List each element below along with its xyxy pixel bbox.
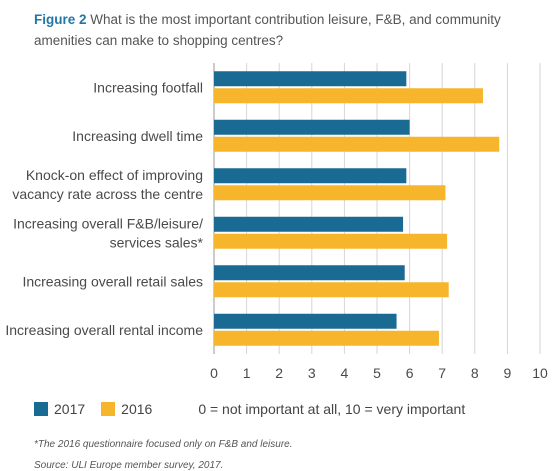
legend-label-2017: 2017 xyxy=(54,401,86,417)
gridlines xyxy=(213,63,541,354)
category-label: Increasing overall F&B/leisure/services … xyxy=(13,215,203,250)
bars xyxy=(214,71,500,346)
figure-label: Figure 2 xyxy=(34,12,87,27)
bar-2016-1 xyxy=(214,136,500,152)
title-text: What is the most important contribution … xyxy=(34,12,501,48)
x-tick-6: 6 xyxy=(406,365,414,381)
bar-2016-4 xyxy=(214,282,449,298)
x-tick-labels: 0 1 2 3 4 5 6 7 8 9 10 xyxy=(210,365,548,381)
bar-2017-5 xyxy=(214,313,397,329)
x-tick-2: 2 xyxy=(275,365,283,381)
bar-2017-0 xyxy=(214,71,407,87)
category-label: Knock-on effect of improving vacancy rate… xyxy=(12,167,203,202)
bar-2016-3 xyxy=(214,233,448,249)
x-tick-3: 3 xyxy=(308,365,316,381)
x-tick-7: 7 xyxy=(438,365,446,381)
legend-swatch-2017 xyxy=(34,402,48,416)
bar-2016-5 xyxy=(214,330,439,346)
legend-item-2016: 2016 xyxy=(101,401,152,417)
category-label: Increasing overall retail sales xyxy=(22,273,203,289)
scale-note: 0 = not important at all, 10 = very impo… xyxy=(198,401,466,417)
footnote: *The 2016 questionnaire focused only on … xyxy=(34,439,293,450)
bar-2017-4 xyxy=(214,265,405,281)
bar-2017-3 xyxy=(214,216,404,232)
x-tick-10: 10 xyxy=(532,365,548,381)
category-label: Increasing overall rental income xyxy=(5,322,203,338)
legend-swatch-2016 xyxy=(101,402,116,416)
legend-label-2016: 2016 xyxy=(121,401,153,417)
x-tick-5: 5 xyxy=(373,365,381,381)
legend-item-2017: 2017 xyxy=(34,401,85,417)
x-tick-9: 9 xyxy=(504,365,512,381)
x-tick-8: 8 xyxy=(471,365,479,381)
category-label: Increasing footfall xyxy=(93,79,203,95)
bar-2017-2 xyxy=(214,168,407,184)
chart-title: Figure 2 What is the most important cont… xyxy=(34,9,544,51)
bar-2017-1 xyxy=(214,119,410,135)
x-tick-4: 4 xyxy=(341,365,349,381)
source-note: Source: ULI Europe member survey, 2017. xyxy=(34,460,224,471)
bar-2016-0 xyxy=(214,88,483,104)
legend: 2017 2016 0 = not important at all, 10 =… xyxy=(34,401,465,417)
category-label: Increasing dwell time xyxy=(72,128,203,144)
x-tick-1: 1 xyxy=(243,365,251,381)
x-tick-0: 0 xyxy=(210,365,218,381)
bar-2016-2 xyxy=(214,185,446,201)
category-labels: Increasing footfall Increasing dwell time… xyxy=(5,79,203,338)
